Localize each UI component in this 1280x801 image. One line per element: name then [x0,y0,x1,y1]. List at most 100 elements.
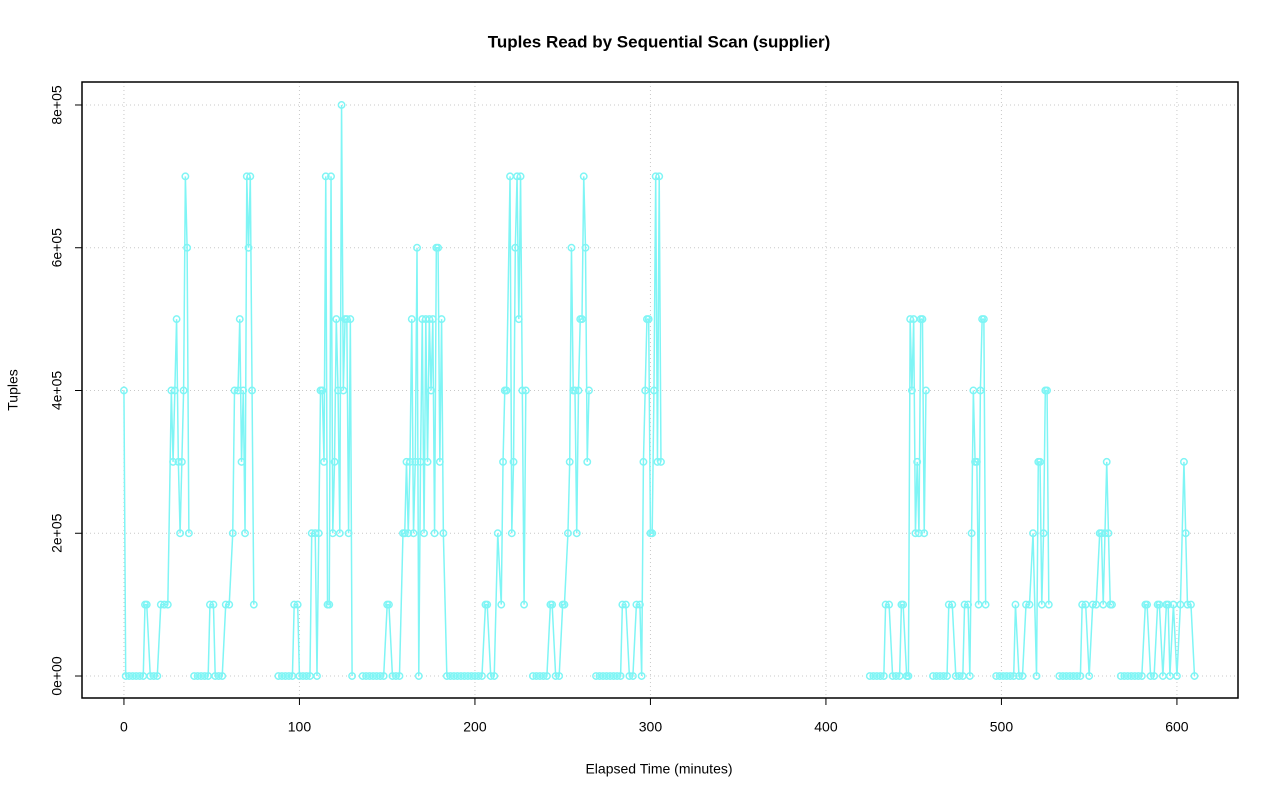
data-point [509,457,518,466]
y-tick-label: 6e+05 [49,228,65,268]
y-tick-label: 8e+05 [49,85,65,125]
data-point [348,672,357,680]
data-point [511,243,520,252]
data-point [167,386,176,395]
data-point [564,529,572,538]
data-point [214,672,223,680]
data-point [1018,672,1027,680]
data-point [344,529,353,538]
data-point [502,386,511,395]
data-point [135,672,144,680]
data-point [571,386,579,395]
data-point [583,457,592,466]
chart-title: Tuples Read by Sequential Scan (supplier… [488,32,831,51]
data-point [179,386,188,395]
data-point [486,672,495,680]
data-point [181,172,190,181]
data-point [581,243,590,252]
data-point [944,600,953,609]
data-point [330,457,339,466]
data-point [981,600,990,609]
data-point [613,672,622,680]
data-point [616,672,625,680]
data-point [507,529,516,538]
data-point [1011,600,1020,609]
data-point [339,386,348,395]
data-point [184,529,193,538]
data-point [209,600,218,609]
data-point [885,600,894,609]
data-point [955,672,964,680]
data-point [406,457,414,466]
data-point [200,672,209,680]
data-point [249,600,258,609]
data-point [1190,672,1199,680]
data-point [327,172,335,181]
data-point [163,600,172,609]
data-point [334,386,343,395]
data-point [514,315,523,324]
data-point [474,672,483,680]
data-point [1032,672,1041,680]
data-point [657,457,665,466]
data-point [879,672,888,680]
x-tick-label: 500 [990,719,1014,735]
data-point [290,600,299,609]
data-point [1036,457,1044,466]
data-point [241,529,249,538]
data-point [939,672,948,680]
data-point [321,172,330,181]
data-point [1006,672,1015,680]
data-point [483,600,492,609]
plot-area [119,101,1199,680]
data-point [411,457,420,466]
data-point [284,672,293,680]
data-point [518,386,527,395]
data-point [972,457,981,466]
data-point [649,386,658,395]
data-point [497,600,506,609]
data-point [555,672,564,680]
data-point [1088,600,1097,609]
data-point [337,101,346,109]
data-point [655,172,664,181]
data-point [493,529,502,538]
data-point [439,529,448,538]
data-point [205,600,214,609]
data-point [548,600,557,609]
data-point [964,600,973,609]
data-point [1104,529,1113,538]
data-point [1022,600,1030,609]
data-point [392,672,400,680]
data-point [434,243,443,252]
data-point [346,315,355,324]
data-point [876,672,885,680]
data-point [221,600,230,609]
data-line [123,104,1196,677]
data-point [169,457,178,466]
data-point [539,672,548,680]
y-tick-label: 2e+05 [49,513,65,553]
data-point [170,386,179,395]
data-point [311,529,320,538]
data-point [979,315,988,324]
data-point [1172,672,1181,680]
data-point [244,243,253,252]
data-point [313,672,321,680]
data-point [651,172,660,181]
x-tick-label: 600 [1165,719,1189,735]
data-point [235,315,244,324]
data-point [435,457,444,466]
data-point [632,600,641,609]
data-point [1076,672,1085,680]
data-point [376,672,385,680]
data-point [293,600,302,609]
data-point [625,672,634,680]
data-point [423,457,432,466]
data-point [1044,600,1053,609]
data-point [1029,529,1037,538]
data-point [1183,600,1192,609]
data-point [1150,672,1159,680]
data-point [302,672,311,680]
